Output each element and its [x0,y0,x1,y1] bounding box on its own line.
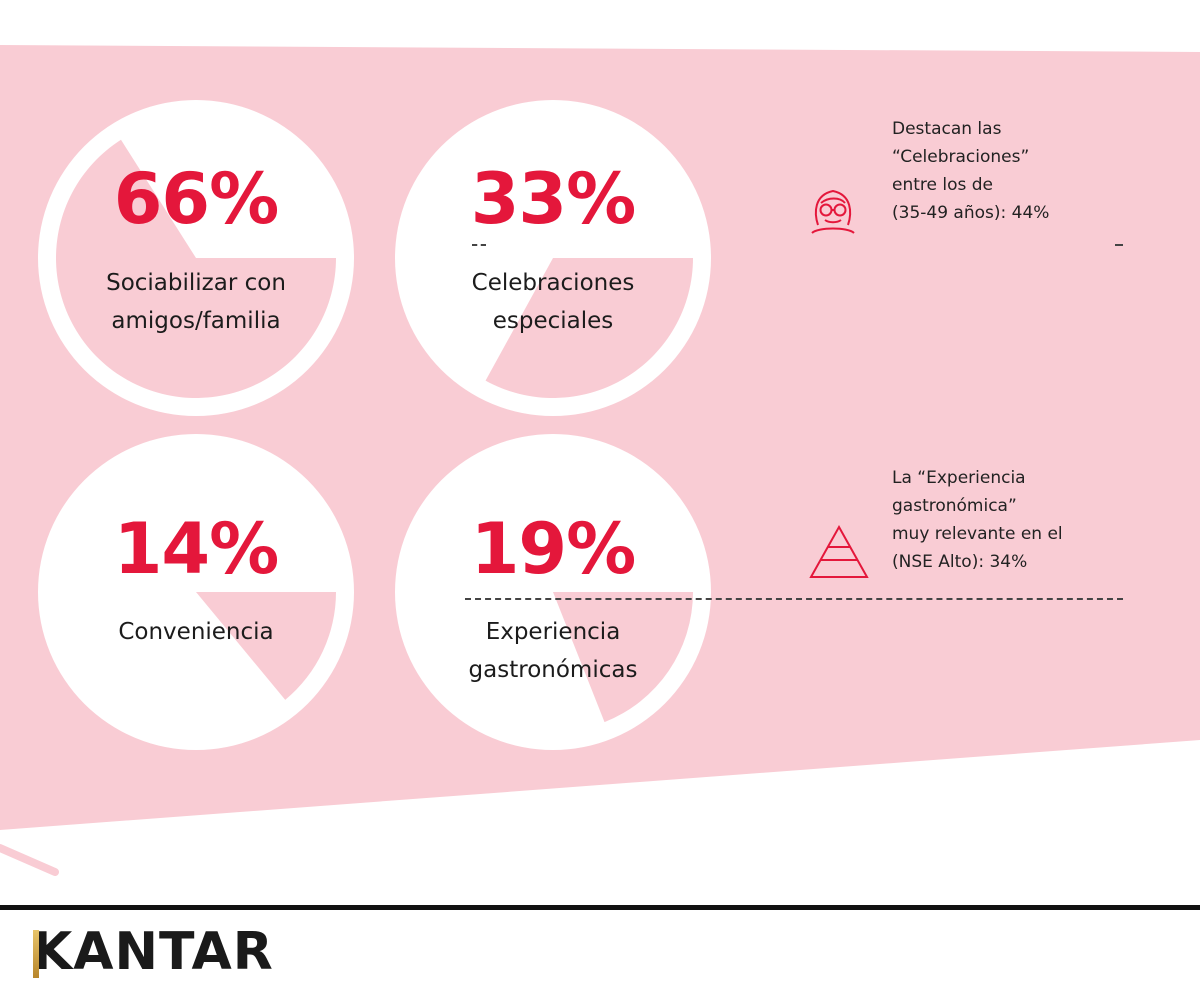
note-celebrations: Destacan las “Celebraciones” entre los d… [892,119,1050,223]
kantar-logo: KANTAR [32,922,274,982]
percent-label-2: 14% [113,508,280,590]
pie-slice-0 [56,139,336,398]
pie-slice-1 [485,258,693,398]
note-gastronomy: La “Experiencia gastronómica” muy releva… [892,468,1063,572]
divider-line [465,598,1123,600]
percent-label-0: 66% [113,158,280,240]
divider-line [1115,244,1123,246]
woman-glasses-icon [811,189,855,234]
footer-divider [0,905,1200,910]
category-label-1: Celebraciones especiales [471,270,635,334]
percent-label-1: 33% [470,158,637,240]
divider-line [472,244,486,246]
category-label-0: Sociabilizar con amigos/familia [106,270,286,334]
percent-label-3: 19% [470,508,637,590]
pie-slice-2 [196,592,336,700]
category-label-2: Conveniencia [118,619,274,645]
pie-slice-3 [553,592,693,723]
pyramid-icon [809,524,869,578]
category-label-3: Experiencia gastronómicas [468,619,638,683]
